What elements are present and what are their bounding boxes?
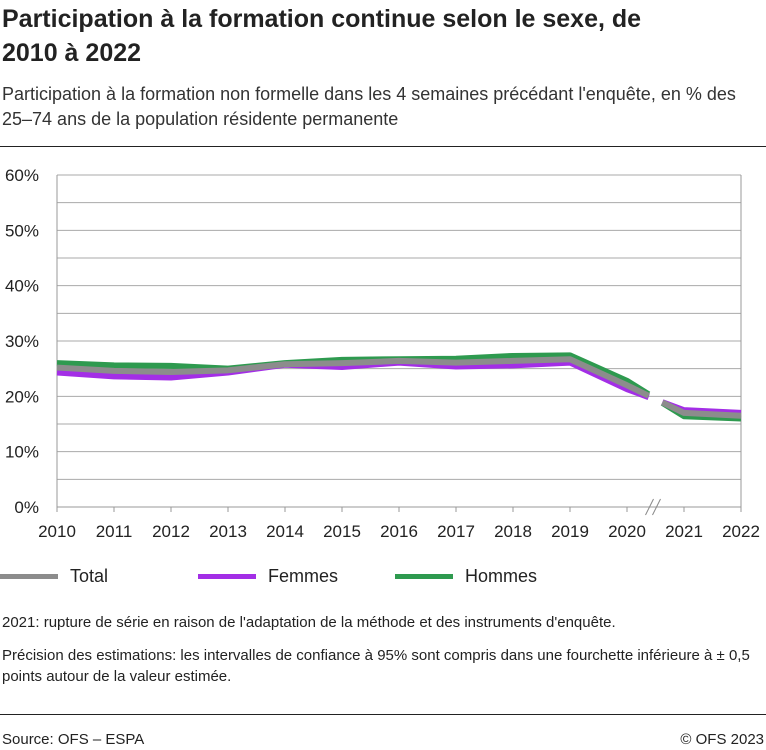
chart-title: Participation à la formation continue se… [2,5,642,67]
copyright: © OFS 2023 [680,731,764,748]
y-tick-label: 0% [14,498,39,517]
x-tick-label: 2011 [96,522,133,541]
legend-label: Total [70,566,109,586]
y-tick-label: 60% [5,166,39,185]
note-break: 2021: rupture de série en raison de l'ad… [2,614,616,631]
series-line-total [56,356,650,399]
axis-break-mark [645,498,661,516]
legend-label: Femmes [268,566,339,586]
x-tick-label: 2019 [551,522,589,541]
y-tick-label: 20% [5,387,39,406]
source: Source: OFS – ESPA [2,731,145,748]
legend: Total Femmes Hommes [0,566,766,588]
legend-item-total: Total [0,566,108,587]
line-chart: 0% 10% 20% 30% 40% 50% 60% 2010 2011 2012 2013 2014… [5,166,760,541]
y-tick-label: 50% [5,221,39,240]
divider [0,146,766,147]
legend-label: Hommes [465,566,538,586]
x-tick-label: 2010 [38,522,76,541]
y-tick-label: 10% [5,443,39,462]
x-tick-label: 2017 [437,522,475,541]
series-line-total-after-break [661,399,742,419]
divider [0,714,766,715]
legend-swatch [198,574,256,579]
legend-swatch [0,574,58,579]
legend-item-femmes: Femmes [198,566,338,587]
y-tick-label: 40% [5,277,39,296]
chart-subtitle: Participation à la formation non formell… [2,84,736,129]
y-tick-label: 30% [5,332,39,351]
x-tick-label: 2020 [608,522,646,541]
x-tick-label: 2022 [722,522,760,541]
x-tick-label: 2015 [323,522,361,541]
x-tick-label: 2013 [209,522,247,541]
note-precision: Précision des estimations: les intervall… [2,647,750,685]
x-tick-label: 2021 [665,522,703,541]
x-tick-label: 2016 [380,522,418,541]
x-tick-label: 2018 [494,522,532,541]
legend-swatch [395,574,453,579]
x-tick-label: 2014 [266,522,304,541]
x-tick-label: 2012 [152,522,190,541]
legend-item-hommes: Hommes [395,566,537,587]
